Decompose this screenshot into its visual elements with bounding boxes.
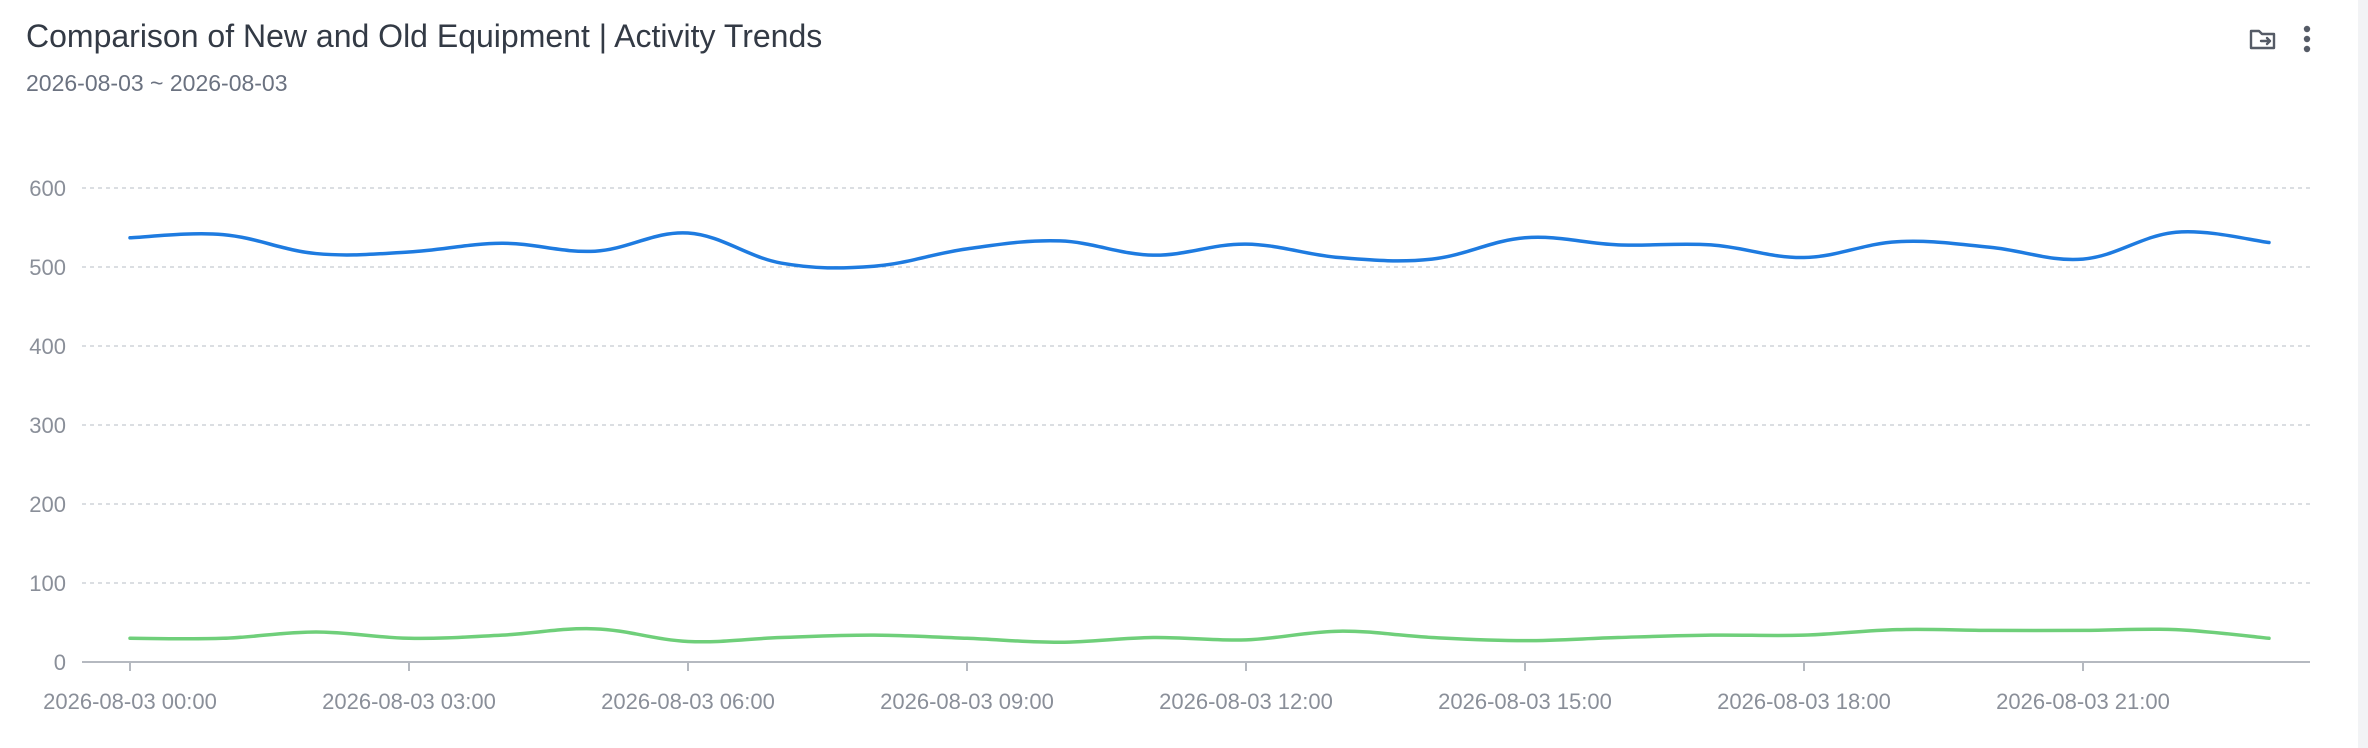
export-folder-icon[interactable] xyxy=(2246,22,2280,56)
chart-toolbar xyxy=(2246,22,2324,56)
y-tick-label: 300 xyxy=(29,413,66,438)
date-range: 2026-08-03 ~ 2026-08-03 xyxy=(26,70,288,96)
y-tick-label: 500 xyxy=(29,255,66,280)
x-tick-label: 2026-08-03 00:00 xyxy=(43,689,217,714)
more-vertical-icon[interactable] xyxy=(2290,22,2324,56)
x-tick-label: 2026-08-03 06:00 xyxy=(601,689,775,714)
grid-lines xyxy=(82,187,2310,584)
x-tick-label: 2026-08-03 12:00 xyxy=(1159,689,1333,714)
x-tick-label: 2026-08-03 15:00 xyxy=(1438,689,1612,714)
series-line-blue[interactable] xyxy=(128,230,2271,270)
x-tick-label: 2026-08-03 03:00 xyxy=(322,689,496,714)
y-tick-label: 200 xyxy=(29,492,66,517)
y-axis: 0 100 200 300 400 500 600 xyxy=(29,176,66,675)
y-tick-label: 400 xyxy=(29,334,66,359)
x-tick-label: 2026-08-03 18:00 xyxy=(1717,689,1891,714)
scrollbar-track[interactable] xyxy=(2358,0,2368,748)
y-tick-label: 100 xyxy=(29,571,66,596)
chart-title: Comparison of New and Old Equipment | Ac… xyxy=(26,18,823,54)
y-tick-label: 0 xyxy=(54,650,66,675)
x-tick-label: 2026-08-03 21:00 xyxy=(1996,689,2170,714)
y-tick-label: 600 xyxy=(29,176,66,201)
series-line-green[interactable] xyxy=(128,626,2271,645)
x-tick-label: 2026-08-03 09:00 xyxy=(880,689,1054,714)
x-axis: 2026-08-03 00:00 2026-08-03 03:00 2026-08-… xyxy=(43,661,2310,714)
series-lines xyxy=(128,230,2271,645)
